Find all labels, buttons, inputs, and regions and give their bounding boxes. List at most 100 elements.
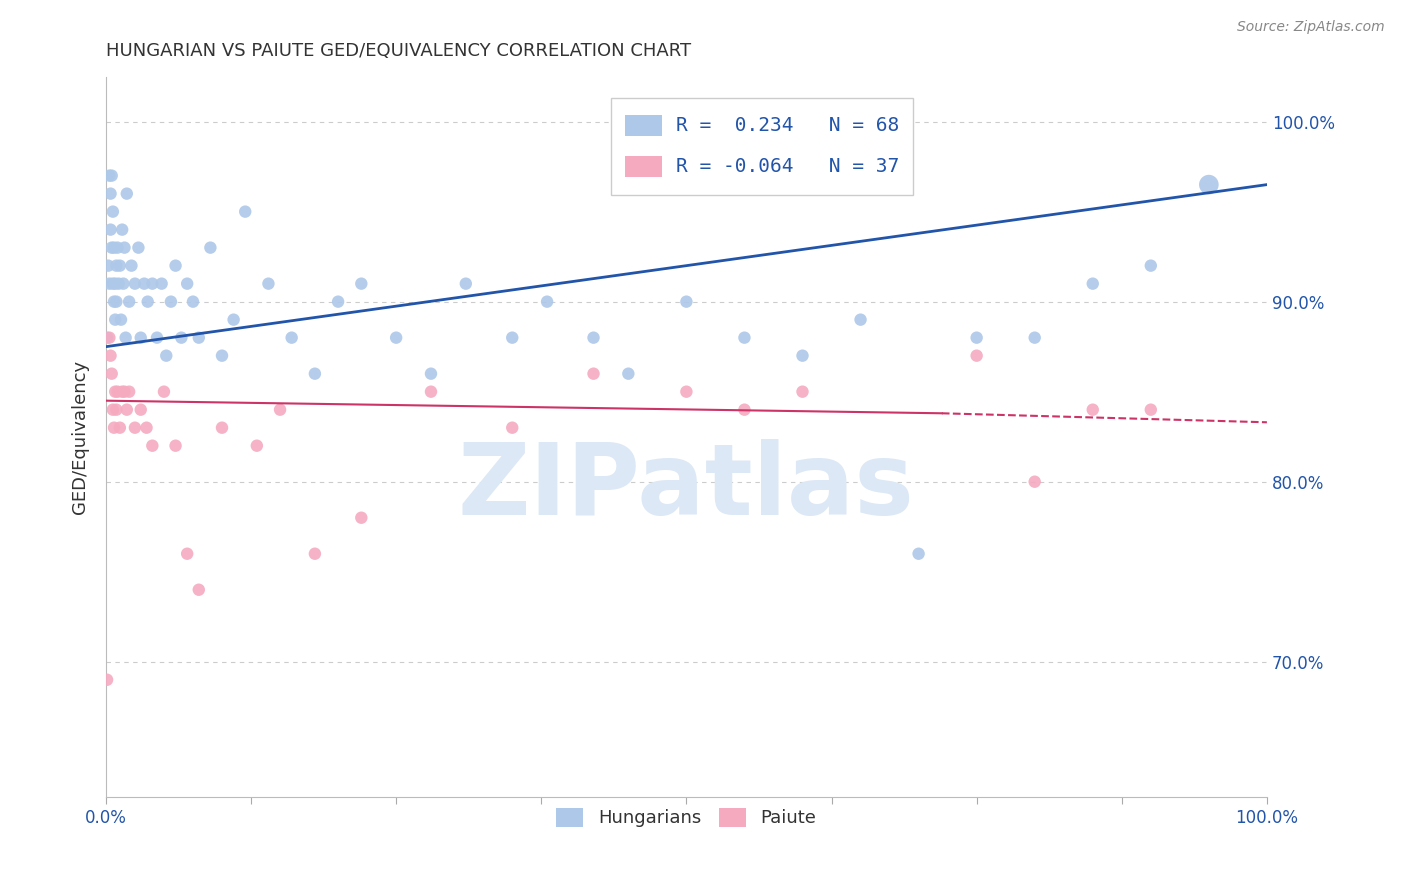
Point xyxy=(136,294,159,309)
Point xyxy=(108,420,131,434)
Point xyxy=(96,331,118,345)
Point xyxy=(420,367,443,381)
Text: R =  0.234   N = 68: R = 0.234 N = 68 xyxy=(676,116,900,135)
Legend: Hungarians, Paiute: Hungarians, Paiute xyxy=(550,801,824,835)
Point xyxy=(792,349,814,363)
Point xyxy=(103,294,125,309)
Point xyxy=(101,204,124,219)
Point xyxy=(1081,277,1104,291)
Point xyxy=(304,367,326,381)
Point xyxy=(129,402,152,417)
Point xyxy=(115,402,138,417)
Point xyxy=(105,259,128,273)
Point xyxy=(111,222,134,236)
Point xyxy=(617,367,640,381)
Point xyxy=(114,241,136,255)
Point xyxy=(200,241,222,255)
Point xyxy=(103,241,125,255)
Point xyxy=(110,312,132,326)
Point xyxy=(280,331,302,345)
Point xyxy=(96,673,118,687)
Point xyxy=(98,169,121,183)
Point xyxy=(134,277,156,291)
Point xyxy=(124,420,146,434)
Point xyxy=(100,241,122,255)
Point xyxy=(792,384,814,399)
Point xyxy=(115,186,138,201)
Point xyxy=(114,331,136,345)
Point xyxy=(211,420,233,434)
Point xyxy=(153,384,176,399)
Point xyxy=(107,384,129,399)
Text: HUNGARIAN VS PAIUTE GED/EQUIVALENCY CORRELATION CHART: HUNGARIAN VS PAIUTE GED/EQUIVALENCY CORR… xyxy=(105,42,690,60)
Point xyxy=(165,259,187,273)
Point xyxy=(100,349,122,363)
Point xyxy=(98,331,121,345)
Point xyxy=(107,277,129,291)
Point xyxy=(733,331,755,345)
Point xyxy=(112,277,135,291)
Point xyxy=(103,420,125,434)
Point xyxy=(907,547,929,561)
Point xyxy=(100,169,122,183)
Point xyxy=(111,384,134,399)
Point xyxy=(582,367,605,381)
Point xyxy=(350,510,373,524)
Point xyxy=(118,294,141,309)
Point xyxy=(97,259,120,273)
Point xyxy=(170,331,193,345)
Point xyxy=(135,420,157,434)
FancyBboxPatch shape xyxy=(624,115,662,136)
Point xyxy=(1139,402,1161,417)
FancyBboxPatch shape xyxy=(612,98,912,195)
Point xyxy=(233,204,256,219)
Point xyxy=(124,277,146,291)
Point xyxy=(108,259,131,273)
Point xyxy=(501,420,523,434)
Point xyxy=(269,402,291,417)
Point xyxy=(176,277,198,291)
Point xyxy=(1198,178,1220,192)
Point xyxy=(1139,259,1161,273)
Point xyxy=(420,384,443,399)
Point xyxy=(1081,402,1104,417)
Point xyxy=(101,277,124,291)
Point xyxy=(257,277,280,291)
Text: R = -0.064   N = 37: R = -0.064 N = 37 xyxy=(676,157,900,176)
Point xyxy=(966,349,988,363)
FancyBboxPatch shape xyxy=(624,156,662,178)
Point xyxy=(100,186,122,201)
Point xyxy=(129,331,152,345)
Point xyxy=(146,331,169,345)
Point xyxy=(1024,331,1046,345)
Y-axis label: GED/Equivalency: GED/Equivalency xyxy=(72,359,89,514)
Point xyxy=(114,384,136,399)
Point xyxy=(222,312,245,326)
Point xyxy=(582,331,605,345)
Point xyxy=(165,439,187,453)
Point xyxy=(100,222,122,236)
Point xyxy=(176,547,198,561)
Point xyxy=(675,384,697,399)
Point xyxy=(385,331,408,345)
Point xyxy=(675,294,697,309)
Point xyxy=(127,241,149,255)
Point xyxy=(105,402,128,417)
Point xyxy=(160,294,183,309)
Point xyxy=(181,294,204,309)
Point xyxy=(211,349,233,363)
Point xyxy=(187,331,209,345)
Point xyxy=(304,547,326,561)
Point xyxy=(104,277,127,291)
Point xyxy=(536,294,558,309)
Point xyxy=(141,277,163,291)
Point xyxy=(501,331,523,345)
Point xyxy=(104,312,127,326)
Point xyxy=(150,277,173,291)
Point xyxy=(141,439,163,453)
Point xyxy=(104,384,127,399)
Point xyxy=(155,349,177,363)
Point xyxy=(107,241,129,255)
Point xyxy=(1024,475,1046,489)
Point xyxy=(246,439,269,453)
